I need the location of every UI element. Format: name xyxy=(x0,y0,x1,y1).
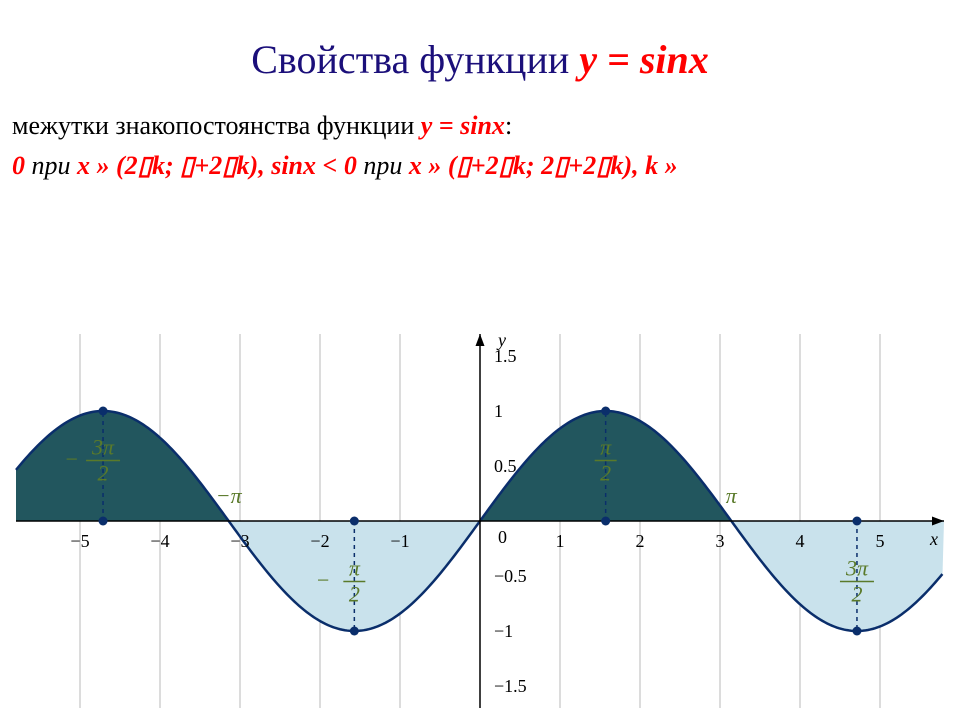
svg-text:−0.5: −0.5 xyxy=(494,566,527,586)
svg-text:−: − xyxy=(64,447,79,472)
svg-text:3π: 3π xyxy=(845,556,869,581)
svg-text:π: π xyxy=(349,556,361,581)
sub2-p2: при xyxy=(25,151,77,180)
svg-text:−: − xyxy=(315,568,330,593)
svg-text:5: 5 xyxy=(876,531,885,551)
svg-text:2: 2 xyxy=(600,461,611,486)
svg-text:x: x xyxy=(929,529,938,549)
sub1-suffix: : xyxy=(505,111,512,140)
sub2-p3: x » xyxy=(77,151,110,180)
title-prefix: Свойства функции xyxy=(251,37,579,82)
svg-text:−3: −3 xyxy=(230,531,249,551)
svg-text:3π: 3π xyxy=(91,435,115,460)
svg-text:3: 3 xyxy=(716,531,725,551)
svg-text:−π: −π xyxy=(216,483,243,508)
svg-text:2: 2 xyxy=(349,582,360,607)
sine-chart: xy−5−4−3−2−1123450−1.5−1−0.50.511.5−3π2−… xyxy=(0,286,960,716)
svg-text:−1.5: −1.5 xyxy=(494,676,527,696)
sub2-p7: (▯+2▯k; 2▯+2▯k), k » xyxy=(441,151,677,180)
sub2-p5: при xyxy=(357,151,409,180)
svg-text:−1: −1 xyxy=(494,621,513,641)
svg-text:2: 2 xyxy=(636,531,645,551)
svg-text:−1: −1 xyxy=(390,531,409,551)
svg-text:0.5: 0.5 xyxy=(494,456,517,476)
sub1-prefix: межутки знакопостоянства функции xyxy=(12,111,421,140)
subtitle-2: 0 при x » (2▯k; ▯+2▯k), sinx < 0 при x »… xyxy=(0,151,960,181)
sub2-p1: 0 xyxy=(12,151,25,180)
svg-text:1: 1 xyxy=(556,531,565,551)
svg-text:4: 4 xyxy=(796,531,805,551)
title-accent: y = sinx xyxy=(579,37,708,82)
svg-text:π: π xyxy=(726,483,738,508)
svg-text:2: 2 xyxy=(98,461,109,486)
sub2-p4: (2▯k; ▯+2▯k), sinx < 0 xyxy=(110,151,357,180)
svg-text:1.5: 1.5 xyxy=(494,346,517,366)
sub1-accent: y = sinx xyxy=(421,111,505,140)
subtitle-1: межутки знакопостоянства функции y = sin… xyxy=(0,111,960,141)
slide-title: Свойства функции y = sinx xyxy=(0,36,960,83)
svg-text:−2: −2 xyxy=(310,531,329,551)
svg-text:2: 2 xyxy=(851,582,862,607)
svg-text:0: 0 xyxy=(498,527,507,547)
svg-text:−5: −5 xyxy=(70,531,89,551)
svg-text:π: π xyxy=(600,435,612,460)
chart-svg: xy−5−4−3−2−1123450−1.5−1−0.50.511.5−3π2−… xyxy=(0,286,960,716)
sub2-p6: x » xyxy=(409,151,442,180)
svg-text:−4: −4 xyxy=(150,531,169,551)
svg-text:1: 1 xyxy=(494,401,503,421)
